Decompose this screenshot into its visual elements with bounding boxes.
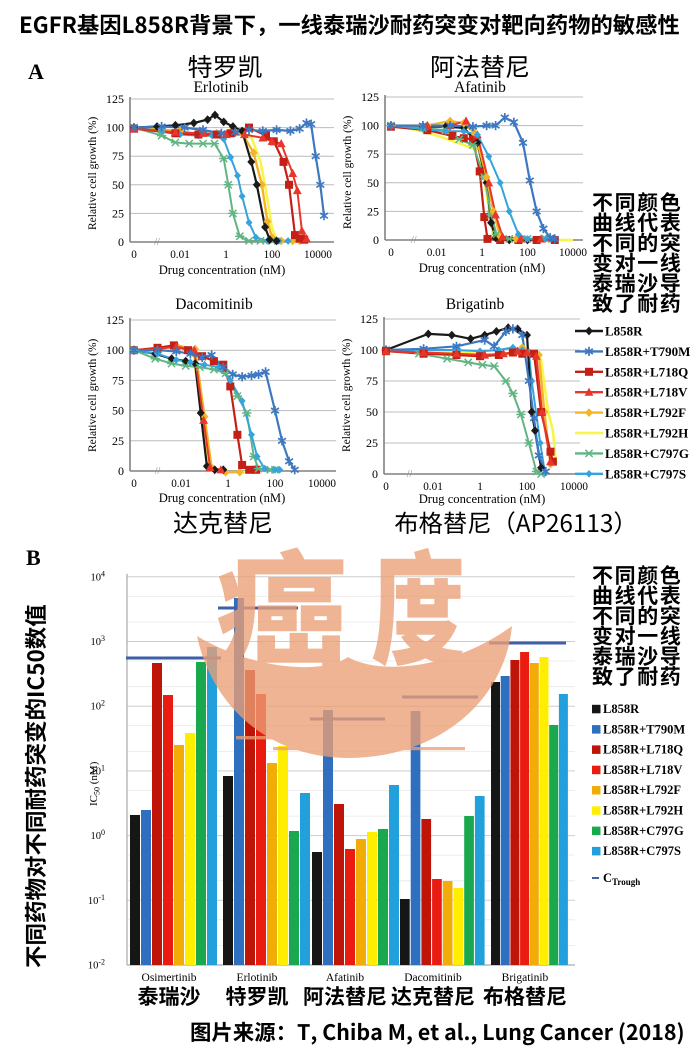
svg-text:0: 0 <box>383 481 389 493</box>
svg-text://: // <box>155 466 161 477</box>
svg-text:0: 0 <box>118 464 124 478</box>
svg-text:Relative cell growth (%): Relative cell growth (%) <box>342 115 354 229</box>
svg-text:0: 0 <box>372 467 378 481</box>
svg-text:125: 125 <box>106 92 124 106</box>
svg-text:100: 100 <box>264 249 281 261</box>
svg-text:1: 1 <box>479 247 485 259</box>
svg-text:Erlotinib: Erlotinib <box>237 972 278 984</box>
svg-text:100: 100 <box>106 343 124 357</box>
svg-text:125: 125 <box>361 90 379 104</box>
svg-text:0.01: 0.01 <box>423 481 443 493</box>
svg-text:Drug concentration (nM): Drug concentration (nM) <box>419 492 546 506</box>
svg-text:75: 75 <box>112 149 124 163</box>
svg-text:Osimertinib: Osimertinib <box>142 972 197 984</box>
svg-text:1: 1 <box>225 478 231 490</box>
svg-text:Drug concentration (nM): Drug concentration (nM) <box>159 263 286 277</box>
svg-text:L858R+C797G: L858R+C797G <box>605 446 689 461</box>
svg-text:75: 75 <box>112 373 124 387</box>
svg-text:Drug concentration (nM): Drug concentration (nM) <box>159 491 286 505</box>
svg-text:0: 0 <box>373 233 379 247</box>
svg-text:75: 75 <box>367 147 379 161</box>
svg-text:25: 25 <box>366 436 378 450</box>
svg-text:L858R+T790M: L858R+T790M <box>603 722 685 736</box>
svg-text:Brigatinb: Brigatinb <box>446 296 505 313</box>
svg-text:0: 0 <box>131 478 137 490</box>
svg-text:L858R: L858R <box>603 702 640 716</box>
svg-text:B: B <box>26 545 41 570</box>
svg-text:1: 1 <box>477 481 483 493</box>
svg-text:Dacomitinib: Dacomitinib <box>175 296 253 313</box>
svg-text:50: 50 <box>112 404 124 418</box>
svg-text://: // <box>154 237 160 248</box>
svg-text:L858R+T790M: L858R+T790M <box>605 344 690 359</box>
svg-text:100: 100 <box>267 478 284 490</box>
svg-text://: // <box>411 235 417 246</box>
svg-text:Erlotinib: Erlotinib <box>193 79 248 96</box>
svg-text:0: 0 <box>388 247 394 259</box>
svg-text:Afatinib: Afatinib <box>454 79 506 96</box>
svg-text:Drug concentration (nM): Drug concentration (nM) <box>419 261 546 275</box>
svg-text:Dacomitinib: Dacomitinib <box>404 972 462 984</box>
svg-text:L858R+L718Q: L858R+L718Q <box>605 364 688 379</box>
svg-text:L858R+L792F: L858R+L792F <box>605 405 686 420</box>
svg-text:25: 25 <box>367 204 379 218</box>
svg-text:100: 100 <box>360 343 378 357</box>
svg-text:Relative cell growth (%): Relative cell growth (%) <box>87 338 99 452</box>
svg-text:100: 100 <box>519 481 536 493</box>
svg-text:100: 100 <box>361 119 379 133</box>
svg-text://: // <box>407 469 413 480</box>
svg-text:0.01: 0.01 <box>427 247 447 259</box>
svg-text:L858R+L792H: L858R+L792H <box>603 804 683 818</box>
svg-text:125: 125 <box>360 312 378 326</box>
svg-text:50: 50 <box>367 176 379 190</box>
svg-text:0.01: 0.01 <box>171 478 191 490</box>
svg-text:50: 50 <box>112 178 124 192</box>
svg-text:0.01: 0.01 <box>170 249 190 261</box>
svg-text:125: 125 <box>106 313 124 327</box>
svg-text:A: A <box>28 59 44 84</box>
svg-text:1: 1 <box>223 249 229 261</box>
svg-text:Brigatinib: Brigatinib <box>502 972 549 984</box>
svg-text:L858R+L718V: L858R+L718V <box>605 385 688 400</box>
svg-text:L858R+L718V: L858R+L718V <box>603 763 682 777</box>
svg-text:100: 100 <box>519 247 536 259</box>
svg-text:L858R: L858R <box>605 324 643 339</box>
svg-text:0: 0 <box>118 235 124 249</box>
svg-text:L858R+C797S: L858R+C797S <box>605 466 686 481</box>
svg-text:10000: 10000 <box>308 478 336 490</box>
svg-text:50: 50 <box>366 405 378 419</box>
svg-text:100: 100 <box>106 121 124 135</box>
svg-text:Relative cell growth (%): Relative cell growth (%) <box>87 116 99 230</box>
svg-text:75: 75 <box>366 374 378 388</box>
svg-text:0: 0 <box>131 249 137 261</box>
svg-text:25: 25 <box>112 206 124 220</box>
svg-text:Relative cell growth (%): Relative cell growth (%) <box>341 338 353 452</box>
svg-text:10000: 10000 <box>559 247 587 259</box>
svg-text:10000: 10000 <box>560 481 588 493</box>
svg-text:25: 25 <box>112 434 124 448</box>
svg-text:L858R+C797S: L858R+C797S <box>603 844 681 858</box>
svg-text:10000: 10000 <box>304 249 332 261</box>
svg-text:L858R+C797G: L858R+C797G <box>603 824 684 838</box>
svg-text:Afatinib: Afatinib <box>326 972 365 984</box>
svg-text:L858R+L718Q: L858R+L718Q <box>603 743 683 757</box>
svg-text:IC50 (nM): IC50 (nM) <box>88 761 102 806</box>
svg-text:L858R+L792F: L858R+L792F <box>603 783 681 797</box>
svg-text:L858R+L792H: L858R+L792H <box>605 426 688 441</box>
